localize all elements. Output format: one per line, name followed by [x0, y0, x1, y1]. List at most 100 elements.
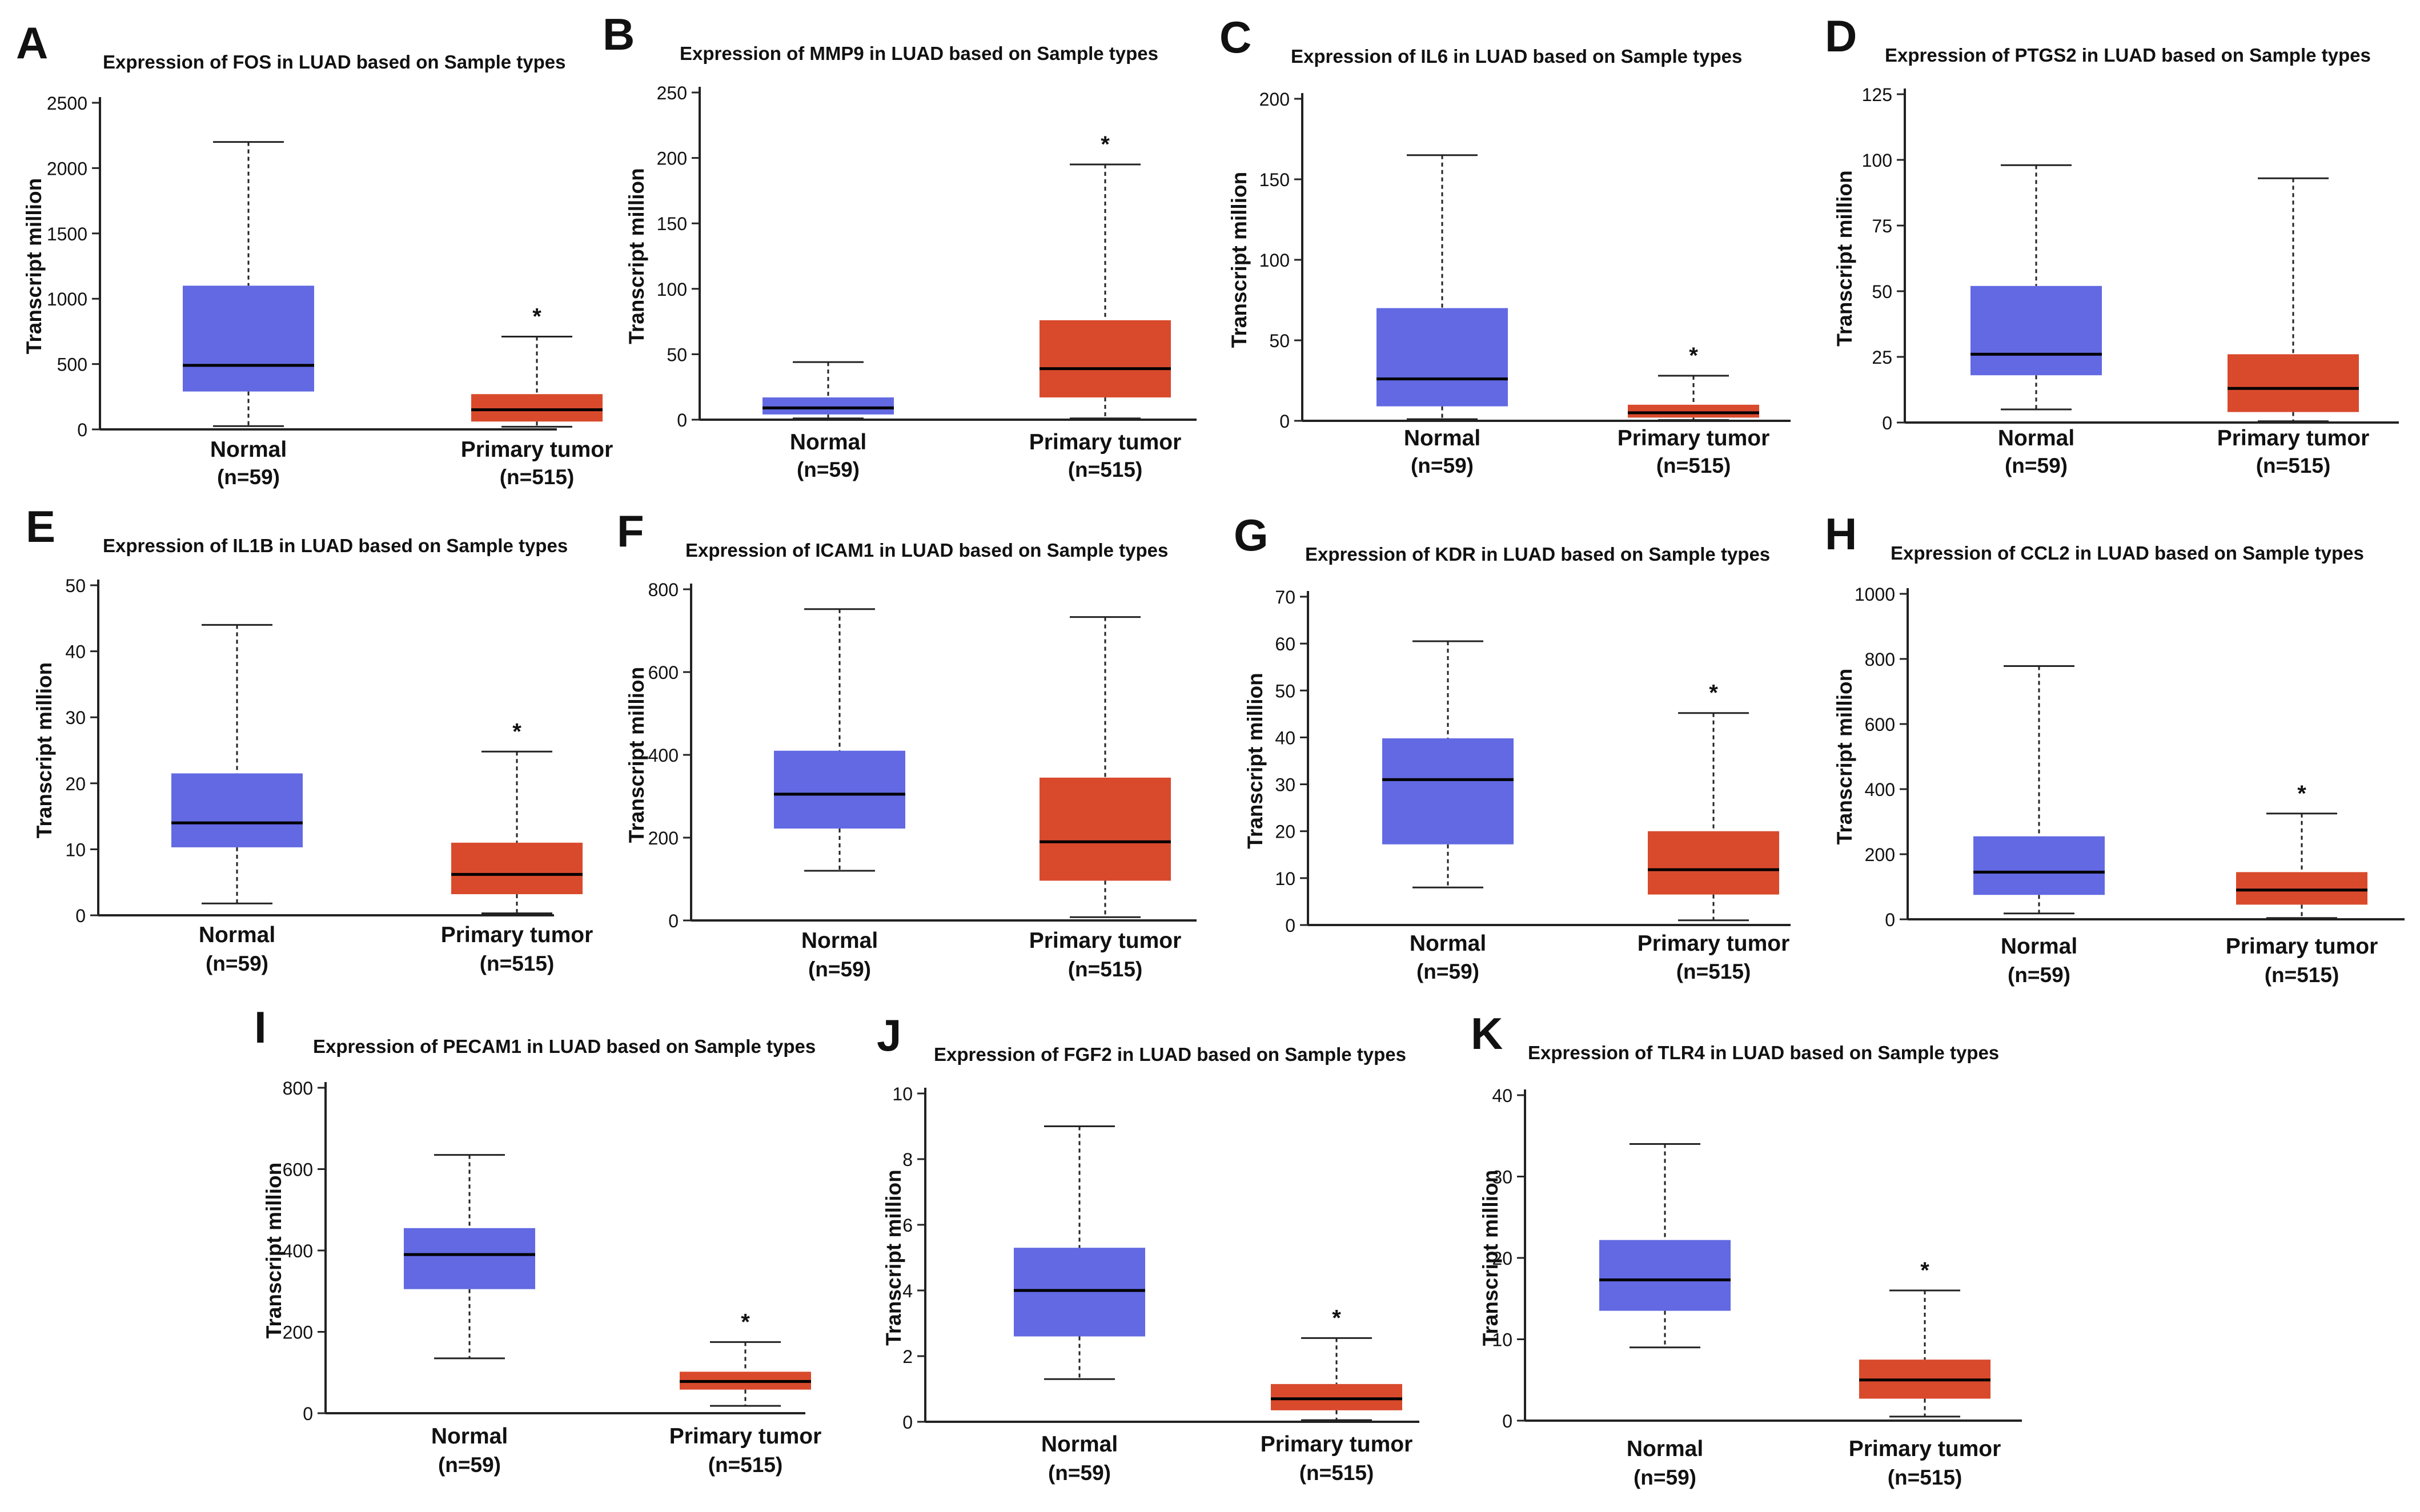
- box-normal: Normal (n=59): [1376, 154, 1508, 477]
- box-normal: Normal (n=59): [183, 141, 314, 489]
- y-tick-label: 0: [75, 906, 86, 926]
- y-tick-label: 4: [902, 1281, 913, 1301]
- iqr-box: [1382, 738, 1514, 845]
- category-count: (n=59): [2005, 454, 2068, 477]
- y-tick-label: 200: [1865, 845, 1895, 865]
- y-tick-label: 800: [1865, 649, 1895, 670]
- category-label: Primary tumor: [2217, 426, 2370, 451]
- box-primary-tumor: * Primary tumor (n=515): [1618, 343, 1770, 477]
- category-count: (n=515): [2265, 963, 2339, 987]
- panel-i: I Expression of PECAM1 in LUAD based on S…: [254, 1002, 821, 1477]
- y-axis-label: Transcript million: [1227, 172, 1251, 348]
- y-axis-label: Transcript million: [1243, 673, 1267, 849]
- panel-letter: K: [1471, 1008, 1503, 1059]
- y-tick-label: 0: [668, 911, 679, 931]
- y-tick-label: 150: [657, 214, 687, 234]
- box-primary-tumor: * Primary tumor (n=515): [441, 719, 593, 975]
- y-tick-label: 0: [1285, 915, 1295, 936]
- y-axis-label: Transcript million: [882, 1169, 905, 1345]
- iqr-box: [1271, 1384, 1402, 1410]
- iqr-box: [471, 394, 603, 422]
- y-tick-label: 50: [1269, 331, 1290, 351]
- category-count: (n=59): [438, 1453, 501, 1477]
- category-label: Primary tumor: [2226, 934, 2378, 959]
- iqr-box: [1014, 1248, 1145, 1337]
- category-label: Primary tumor: [1618, 426, 1770, 451]
- y-tick-label: 10: [1492, 1330, 1512, 1350]
- category-label: Normal: [199, 923, 275, 947]
- iqr-box: [762, 397, 894, 415]
- category-count: (n=515): [1656, 454, 1731, 477]
- y-tick-label: 400: [283, 1241, 313, 1261]
- y-tick-label: 200: [283, 1322, 313, 1343]
- y-tick-label: 0: [77, 420, 87, 440]
- y-tick-label: 30: [1492, 1167, 1512, 1188]
- significance-star: *: [1920, 1258, 1929, 1283]
- panel-j: J Expression of FGF2 in LUAD based on Sam…: [877, 1010, 1419, 1485]
- category-count: (n=515): [1068, 958, 1143, 981]
- y-tick-label: 1500: [47, 224, 87, 244]
- box-primary-tumor: Primary tumor (n=515): [2217, 177, 2370, 477]
- y-tick-label: 8: [902, 1149, 913, 1170]
- iqr-box: [183, 285, 314, 392]
- box-primary-tumor: * Primary tumor (n=515): [1029, 132, 1182, 481]
- box-normal: Normal (n=59): [774, 608, 905, 981]
- chart-title: Expression of FGF2 in LUAD based on Samp…: [934, 1044, 1406, 1065]
- y-tick-label: 800: [648, 580, 679, 600]
- panel-letter: F: [617, 506, 644, 556]
- box-normal: Normal (n=59): [1599, 1143, 1731, 1489]
- y-tick-label: 1000: [1855, 584, 1895, 605]
- chart-title: Expression of ICAM1 in LUAD based on Sam…: [685, 540, 1168, 561]
- panel-letter: G: [1234, 510, 1269, 560]
- iqr-box: [1628, 404, 1759, 418]
- y-tick-label: 125: [1862, 85, 1892, 105]
- category-label: Normal: [1998, 426, 2074, 451]
- significance-star: *: [512, 719, 521, 744]
- iqr-box: [404, 1228, 535, 1289]
- panel-k: K Expression of TLR4 in LUAD based on Sam…: [1471, 1008, 2022, 1489]
- y-axis-label: Transcript million: [625, 168, 648, 344]
- chart-title: Expression of IL6 in LUAD based on Sampl…: [1291, 46, 1742, 67]
- chart-title: Expression of CCL2 in LUAD based on Samp…: [1891, 542, 2364, 564]
- iqr-box: [1970, 285, 2102, 376]
- category-label: Normal: [1041, 1432, 1118, 1457]
- panel-d: D Expression of PTGS2 in LUAD based on Sa…: [1825, 11, 2399, 477]
- panel-letter: I: [254, 1002, 267, 1052]
- box-normal: Normal (n=59): [1014, 1125, 1145, 1485]
- category-count: (n=59): [206, 952, 268, 975]
- y-tick-label: 2: [902, 1346, 913, 1367]
- y-tick-label: 20: [65, 774, 86, 794]
- y-tick-label: 0: [1885, 910, 1895, 930]
- significance-star: *: [1101, 132, 1110, 157]
- y-tick-label: 40: [65, 642, 86, 662]
- panel-g: G Expression of KDR in LUAD based on Samp…: [1234, 510, 1791, 983]
- y-tick-label: 60: [1275, 634, 1295, 654]
- box-normal: Normal (n=59): [1973, 665, 2105, 987]
- category-label: Primary tumor: [1029, 928, 1182, 953]
- panel-e: E Expression of IL1B in LUAD based on Sam…: [26, 501, 593, 975]
- y-tick-label: 10: [892, 1084, 913, 1104]
- box-normal: Normal (n=59): [1382, 640, 1514, 983]
- iqr-box: [1599, 1240, 1731, 1311]
- iqr-box: [451, 842, 583, 895]
- category-count: (n=59): [1411, 454, 1474, 477]
- y-tick-label: 0: [1882, 413, 1892, 433]
- box-normal: Normal (n=59): [404, 1154, 535, 1477]
- y-tick-label: 0: [677, 410, 687, 431]
- iqr-box: [1648, 831, 1779, 895]
- y-tick-label: 600: [283, 1160, 313, 1180]
- category-count: (n=515): [2256, 454, 2331, 477]
- iqr-box: [1040, 777, 1171, 881]
- box-primary-tumor: * Primary tumor (n=515): [1849, 1258, 2001, 1489]
- y-axis-label: Transcript million: [1479, 1170, 1502, 1346]
- significance-star: *: [1709, 681, 1718, 706]
- y-tick-label: 0: [1502, 1411, 1512, 1431]
- y-tick-label: 100: [1259, 250, 1290, 271]
- chart-title: Expression of MMP9 in LUAD based on Samp…: [680, 43, 1158, 64]
- chart-title: Expression of KDR in LUAD based on Sampl…: [1305, 544, 1770, 565]
- y-tick-label: 1000: [47, 289, 87, 309]
- iqr-box: [2228, 354, 2359, 412]
- y-tick-label: 50: [65, 576, 86, 596]
- category-count: (n=515): [1676, 960, 1751, 983]
- significance-star: *: [741, 1309, 750, 1334]
